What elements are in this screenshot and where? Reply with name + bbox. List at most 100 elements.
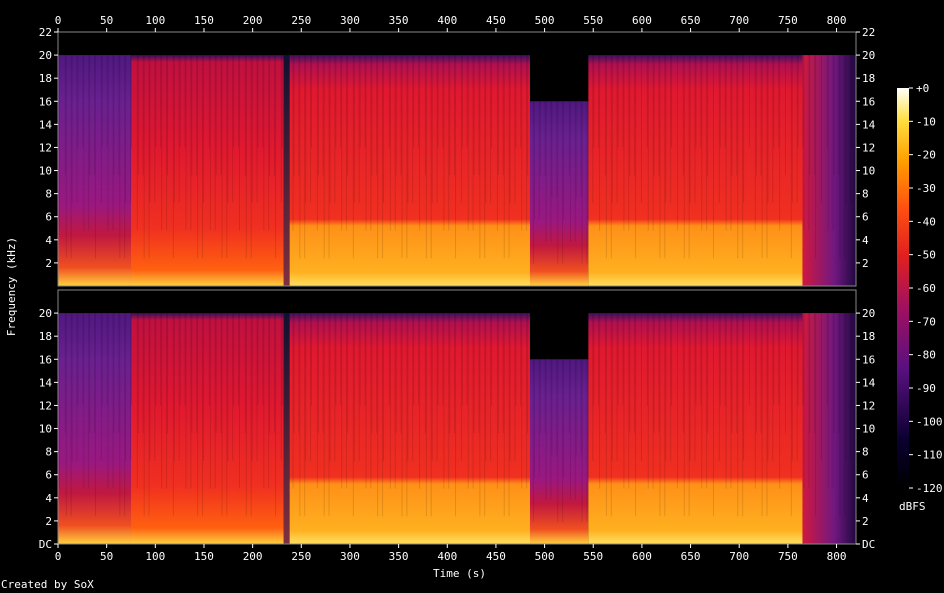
texture-line <box>328 313 330 517</box>
texture-line <box>173 55 175 203</box>
texture-line <box>226 55 228 259</box>
texture-line <box>640 55 642 203</box>
texture-line <box>436 55 438 203</box>
texture-line <box>604 55 606 176</box>
texture-line <box>118 313 120 434</box>
texture-line <box>718 313 720 461</box>
texture-line <box>250 55 252 259</box>
texture-line <box>299 55 301 259</box>
texture-line <box>407 55 409 203</box>
texture-line <box>545 101 547 242</box>
y-tick-label-right: 18 <box>862 330 875 343</box>
texture-line <box>89 313 91 434</box>
texture-line <box>203 313 205 461</box>
texture-line <box>436 313 438 461</box>
texture-line <box>731 313 733 434</box>
colorbar-tick-label: -70 <box>916 315 936 328</box>
x-tick-label-bottom: 350 <box>389 550 409 563</box>
texture-line <box>623 313 625 489</box>
texture-line <box>454 55 456 176</box>
texture-line <box>269 55 271 176</box>
texture-line <box>394 55 396 231</box>
texture-line <box>725 313 727 489</box>
texture-line <box>142 55 144 176</box>
texture-line <box>796 55 798 203</box>
y-tick-label-left: 2 <box>45 257 52 270</box>
segment-6 <box>588 55 803 286</box>
texture-line <box>161 55 163 231</box>
texture-line <box>112 55 114 231</box>
y-tick-label-left: 8 <box>45 188 52 201</box>
texture-line <box>431 55 433 203</box>
texture-line <box>784 313 786 434</box>
texture-line <box>808 313 810 489</box>
texture-line <box>485 313 487 461</box>
y-tick-label-right: 18 <box>862 72 875 85</box>
texture-line <box>280 313 282 461</box>
texture-line <box>430 313 432 517</box>
texture-line <box>539 101 541 176</box>
x-tick-label-bottom: 50 <box>100 550 113 563</box>
texture-line <box>172 55 174 259</box>
texture-line <box>520 313 522 406</box>
texture-line <box>383 313 385 461</box>
texture-line <box>700 55 702 148</box>
texture-line <box>515 55 517 148</box>
texture-line <box>442 313 444 406</box>
texture-line <box>754 313 756 489</box>
texture-line <box>652 55 654 231</box>
texture-line <box>652 313 654 489</box>
texture-line <box>490 55 492 203</box>
texture-line <box>665 55 667 203</box>
texture-line <box>191 313 193 434</box>
texture-line <box>664 313 666 517</box>
texture-line <box>83 55 85 231</box>
texture-line <box>676 55 678 231</box>
texture-line <box>833 55 835 176</box>
texture-line <box>184 55 186 148</box>
texture-line <box>412 313 414 461</box>
x-tick-label-bottom: 550 <box>583 550 603 563</box>
texture-line <box>473 55 475 176</box>
texture-line <box>407 313 409 461</box>
x-tick-label-bottom: 200 <box>243 550 263 563</box>
texture-line <box>484 313 486 517</box>
texture-line <box>556 359 558 456</box>
texture-line <box>196 55 198 176</box>
texture-line <box>520 55 522 148</box>
texture-line <box>797 55 799 148</box>
texture-line <box>844 313 846 517</box>
texture-line <box>575 359 577 456</box>
texture-line <box>88 313 90 489</box>
texture-line <box>580 359 582 456</box>
texture-line <box>701 55 703 231</box>
y-tick-label-right: 2 <box>862 257 869 270</box>
channels <box>57 31 857 545</box>
texture-line <box>682 313 684 434</box>
texture-line <box>724 313 726 406</box>
texture-line <box>76 55 78 203</box>
texture-line <box>808 55 810 231</box>
texture-line <box>245 313 247 517</box>
texture-line <box>599 313 601 489</box>
texture-line <box>509 55 511 203</box>
texture-line <box>365 313 367 489</box>
texture-line <box>556 101 558 198</box>
texture-line <box>377 55 379 259</box>
y-tick-label-left: 10 <box>39 423 52 436</box>
x-tick-label-top: 400 <box>437 14 457 27</box>
texture-line <box>185 55 187 231</box>
colorbar-ticks: +0 -10 -20 -30 -40 -50 -60 -70 -80 -90 -100 -110 -12… <box>909 82 943 495</box>
texture-line <box>832 313 834 489</box>
texture-line <box>647 55 649 231</box>
texture-line <box>479 55 481 259</box>
x-tick-label-bottom: 500 <box>535 550 555 563</box>
x-tick-label-top: 150 <box>194 14 214 27</box>
texture-line <box>797 313 799 406</box>
texture-line <box>472 55 474 231</box>
texture-line <box>419 313 421 489</box>
segment-3 <box>283 313 290 544</box>
texture-line <box>220 55 222 176</box>
texture-line <box>143 55 145 259</box>
